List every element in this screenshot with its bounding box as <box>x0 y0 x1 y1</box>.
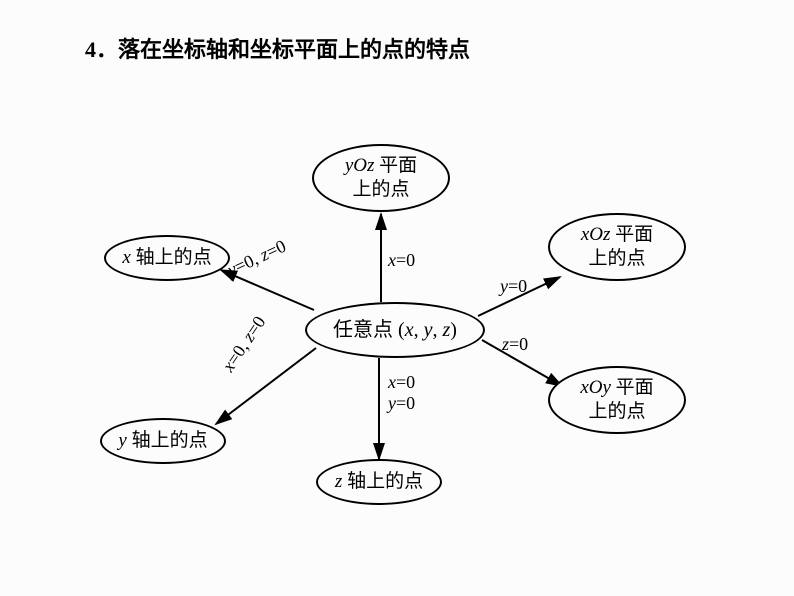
node-center: 任意点 (x, y, z) <box>305 302 485 358</box>
node-line: y 轴上的点 <box>118 429 207 453</box>
edge-label: x=0y=0 <box>388 372 415 414</box>
node-line: 上的点 <box>352 178 409 202</box>
node-line: 上的点 <box>588 247 645 271</box>
edge-label: x=0 <box>388 250 415 271</box>
node-xoy: xOy 平面上的点 <box>548 366 686 434</box>
node-line: yOz 平面 <box>345 154 417 178</box>
edges-layer <box>0 0 794 596</box>
node-xaxis: x 轴上的点 <box>104 235 230 281</box>
node-line: 上的点 <box>588 400 645 424</box>
diagram-canvas: 任意点 (x, y, z)yOz 平面上的点xOz 平面上的点xOy 平面上的点… <box>0 0 794 596</box>
node-xoz: xOz 平面上的点 <box>548 213 686 281</box>
node-line: x 轴上的点 <box>122 246 211 270</box>
node-yoz: yOz 平面上的点 <box>312 144 450 212</box>
node-line: xOy 平面 <box>580 376 653 400</box>
edge-label: y=0 <box>500 276 527 297</box>
node-line: 任意点 (x, y, z) <box>333 318 457 343</box>
node-line: z 轴上的点 <box>335 470 423 494</box>
edge-label: z=0 <box>502 334 528 355</box>
node-zaxis: z 轴上的点 <box>316 459 442 505</box>
node-yaxis: y 轴上的点 <box>100 418 226 464</box>
node-line: xOz 平面 <box>581 223 653 247</box>
